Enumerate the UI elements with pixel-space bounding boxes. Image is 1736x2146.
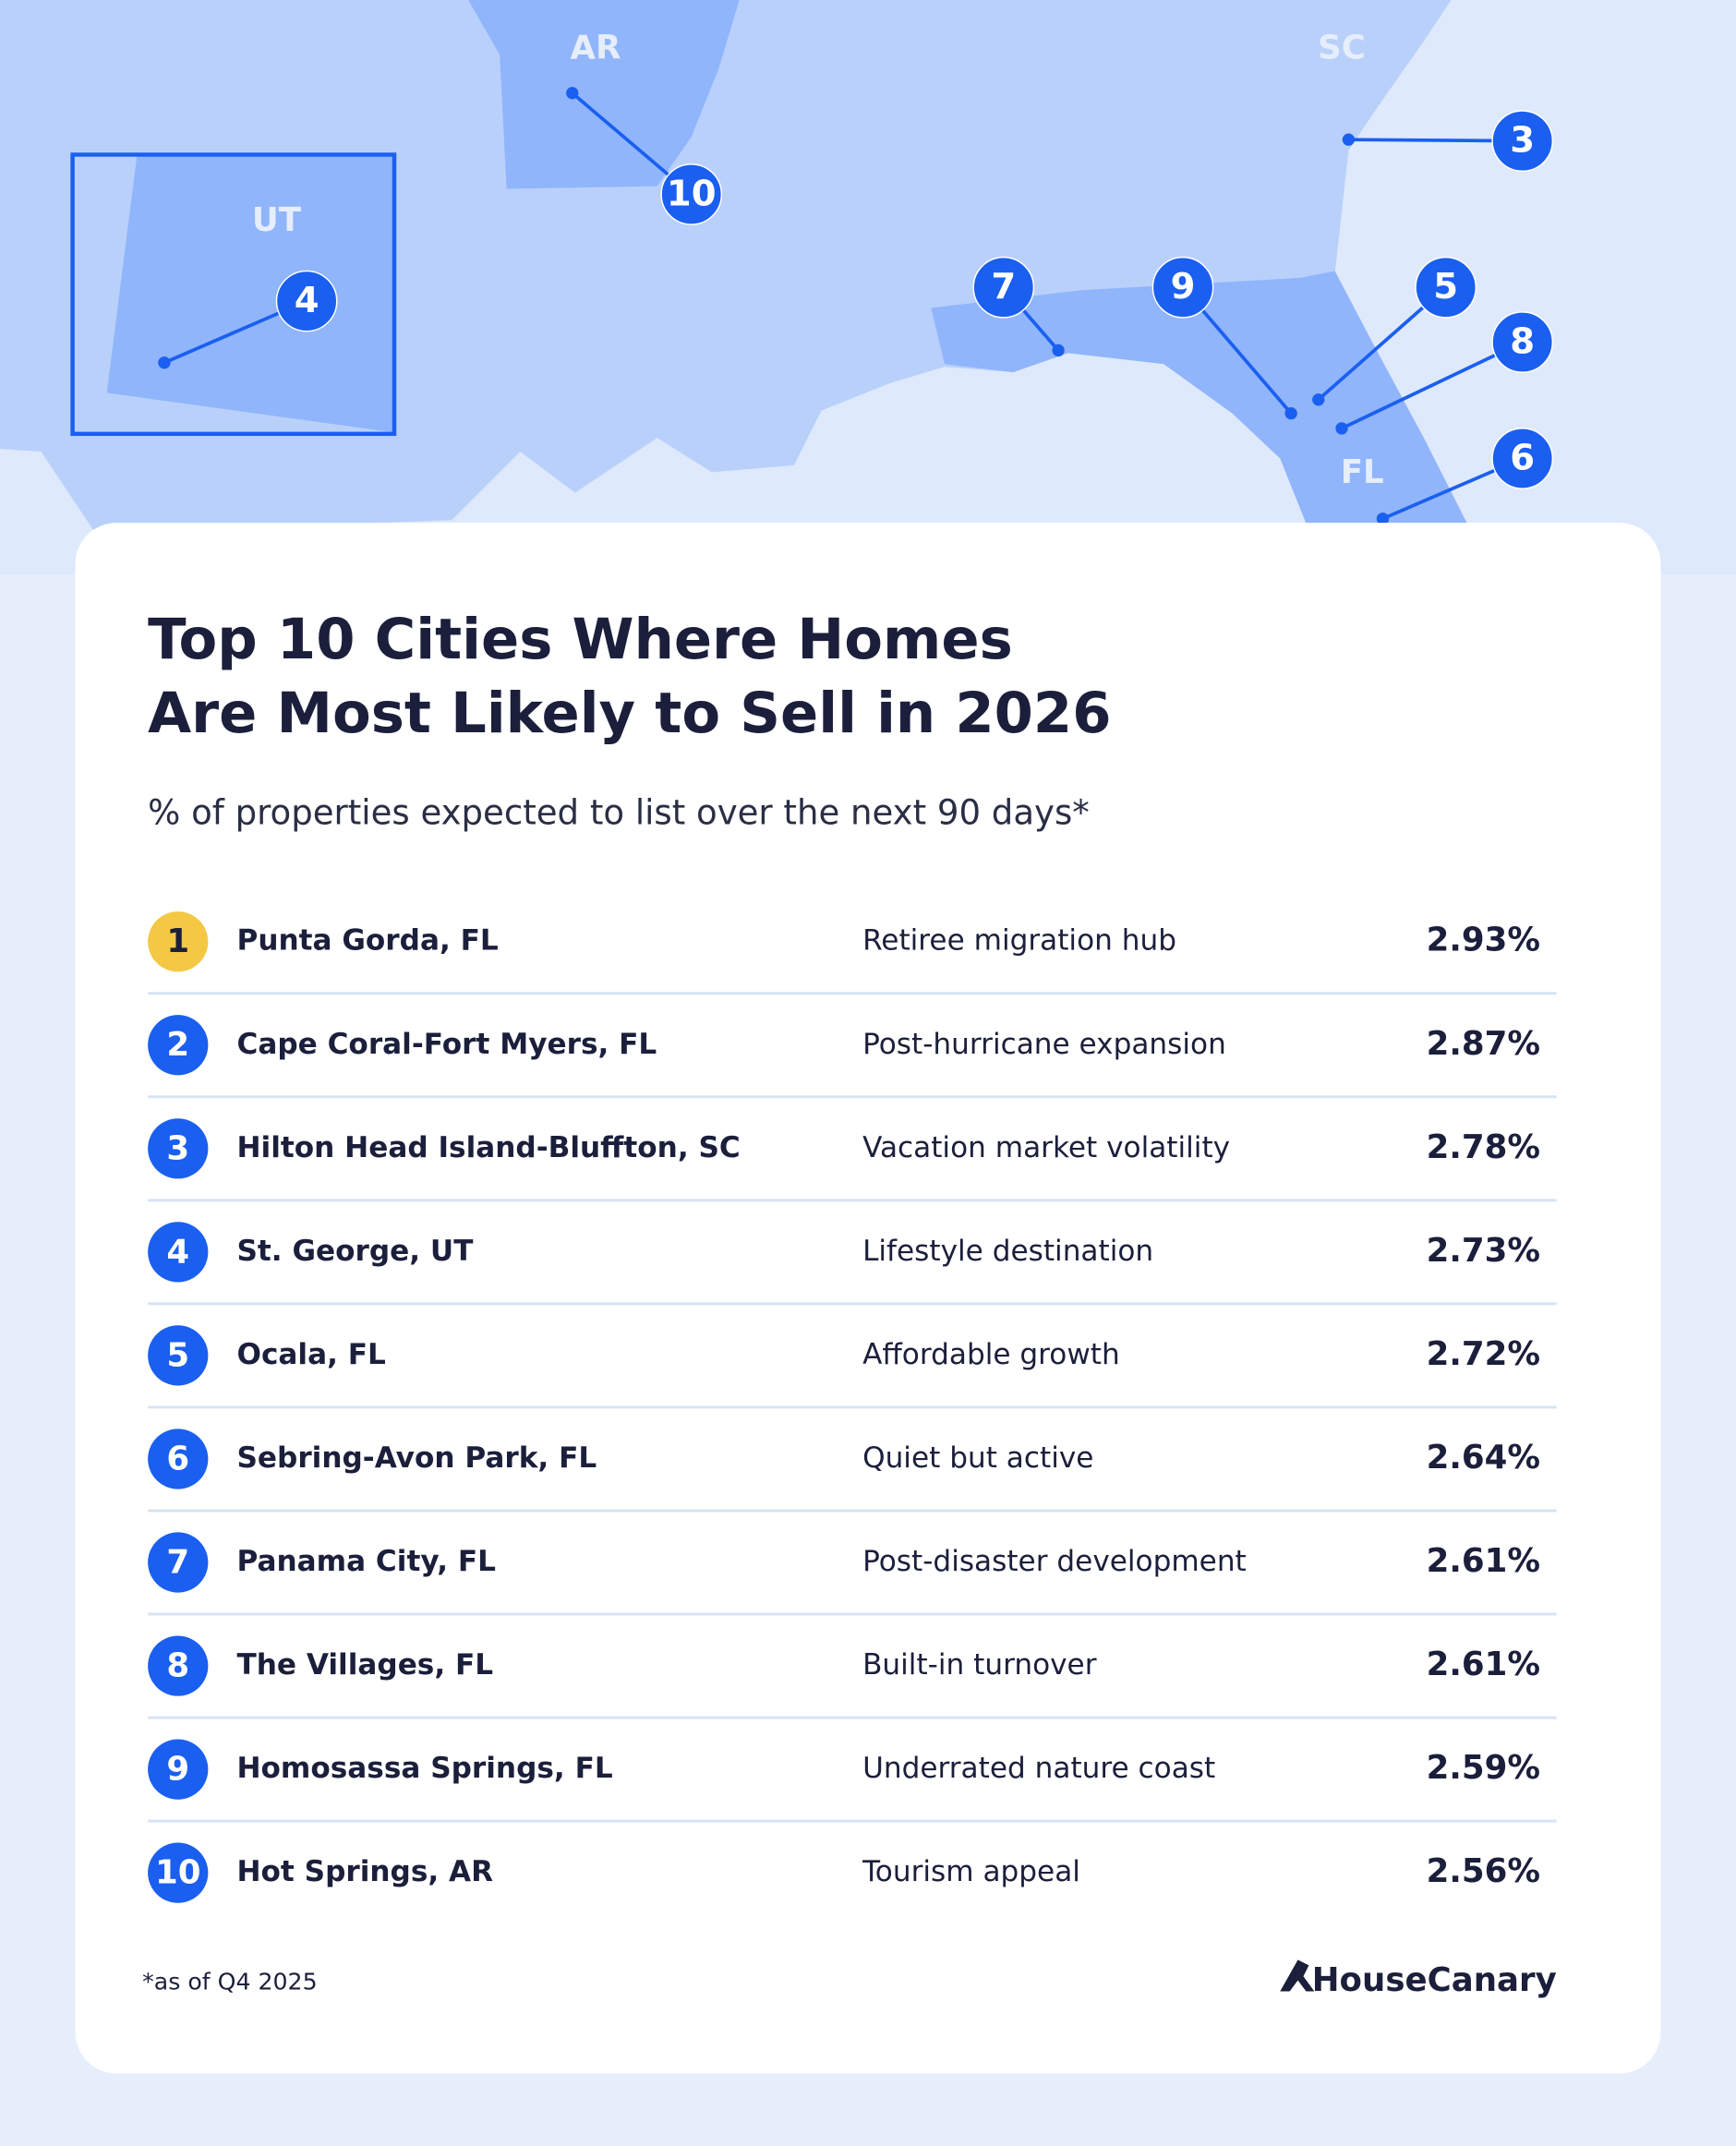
city: St. George, UT bbox=[236, 1235, 474, 1268]
rank: 6 bbox=[166, 1440, 189, 1477]
reason: Tourism appeal bbox=[862, 1855, 1080, 1888]
marker-label: 5 bbox=[1433, 266, 1458, 307]
marker-label: 6 bbox=[1510, 438, 1535, 479]
state-label: SC bbox=[1318, 29, 1366, 66]
state-label: AR bbox=[570, 29, 621, 66]
city: Sebring-Avon Park, FL bbox=[236, 1441, 597, 1475]
marker-label: 3 bbox=[1510, 120, 1535, 162]
city: Cape Coral-Fort Myers, FL bbox=[236, 1028, 657, 1061]
rank-badge bbox=[148, 1739, 209, 1800]
footnote: *as of Q4 2025 bbox=[142, 1969, 317, 1995]
rank-badge bbox=[148, 1222, 209, 1283]
title: Are Most Likely to Sell in 2026 bbox=[148, 681, 1111, 746]
marker-label: 10 bbox=[667, 173, 717, 214]
marker-dot bbox=[1052, 344, 1065, 357]
card bbox=[75, 523, 1661, 2074]
value: 2.73% bbox=[1427, 1232, 1540, 1270]
state-ar bbox=[468, 0, 740, 189]
rank-badge bbox=[148, 1532, 209, 1593]
marker-dot bbox=[158, 356, 171, 369]
rank: 9 bbox=[166, 1751, 189, 1789]
reason: Affordable growth bbox=[862, 1338, 1120, 1371]
reason: Quiet but active bbox=[862, 1441, 1093, 1475]
marker-dot bbox=[1312, 393, 1325, 406]
reason: Post-disaster development bbox=[862, 1545, 1247, 1578]
marker bbox=[1415, 256, 1477, 319]
state-label: UT bbox=[252, 201, 302, 239]
rank: 2 bbox=[166, 1026, 189, 1064]
state-ut bbox=[106, 155, 395, 433]
marker bbox=[1491, 311, 1554, 373]
marker-dot bbox=[566, 87, 579, 100]
rank: 10 bbox=[155, 1854, 201, 1892]
reason: Retiree migration hub bbox=[862, 924, 1176, 958]
city: Hilton Head Island-Bluffton, SC bbox=[236, 1131, 740, 1164]
marker-label: 8 bbox=[1510, 321, 1535, 363]
rank-badge bbox=[148, 1635, 209, 1696]
marker-label: 4 bbox=[295, 280, 319, 321]
reason: Vacation market volatility bbox=[862, 1131, 1230, 1164]
rank-badge bbox=[148, 1842, 209, 1903]
rank: 3 bbox=[166, 1129, 189, 1167]
value: 2.61% bbox=[1427, 1542, 1540, 1580]
city: Ocala, FL bbox=[236, 1338, 385, 1371]
city: The Villages, FL bbox=[236, 1648, 493, 1682]
brand-icon bbox=[1280, 1959, 1315, 1992]
marker-dot bbox=[1284, 406, 1297, 420]
subtitle: % of properties expected to list over th… bbox=[148, 792, 1090, 832]
value: 2.61% bbox=[1427, 1646, 1540, 1683]
marker bbox=[1491, 110, 1554, 173]
marker-dot bbox=[1342, 133, 1356, 146]
marker-dot bbox=[1335, 422, 1348, 435]
value: 2.64% bbox=[1427, 1439, 1540, 1477]
reason: Lifestyle destination bbox=[862, 1235, 1153, 1268]
value: 2.59% bbox=[1427, 1749, 1540, 1787]
rank: 5 bbox=[166, 1336, 189, 1374]
reason: Built-in turnover bbox=[862, 1648, 1097, 1682]
marker bbox=[660, 163, 723, 225]
title: Top 10 Cities Where Homes bbox=[148, 608, 1013, 672]
rank-badge bbox=[148, 1118, 209, 1179]
marker bbox=[275, 270, 338, 332]
inset-frame bbox=[70, 152, 397, 437]
rank: 4 bbox=[166, 1233, 189, 1271]
land-sc bbox=[1190, 0, 1452, 151]
rank: 8 bbox=[166, 1647, 189, 1685]
rank-badge bbox=[148, 1429, 209, 1489]
marker bbox=[972, 256, 1035, 319]
rank: 1 bbox=[166, 922, 189, 960]
value: 2.87% bbox=[1427, 1025, 1540, 1063]
rank: 7 bbox=[166, 1544, 189, 1582]
city: Homosassa Springs, FL bbox=[236, 1752, 612, 1785]
marker-dot bbox=[1376, 512, 1390, 525]
marker-label: 9 bbox=[1171, 266, 1196, 307]
city: Punta Gorda, FL bbox=[236, 924, 498, 958]
rank-badge bbox=[148, 1325, 209, 1386]
rank-badge bbox=[148, 911, 209, 972]
value: 2.93% bbox=[1427, 922, 1540, 959]
value: 2.78% bbox=[1427, 1128, 1540, 1166]
brand: HouseCanary bbox=[1312, 1961, 1557, 1999]
reason: Post-hurricane expansion bbox=[862, 1028, 1226, 1061]
value: 2.56% bbox=[1427, 1852, 1540, 1890]
rank-badge bbox=[148, 1015, 209, 1076]
reason: Underrated nature coast bbox=[862, 1752, 1215, 1785]
value: 2.72% bbox=[1427, 1335, 1540, 1373]
marker bbox=[1491, 428, 1554, 489]
state-label: FL bbox=[1341, 453, 1384, 491]
city: Hot Springs, AR bbox=[236, 1855, 493, 1888]
marker bbox=[1151, 256, 1214, 319]
city: Panama City, FL bbox=[236, 1545, 495, 1578]
marker-leader bbox=[1341, 340, 1524, 430]
marker-label: 7 bbox=[991, 266, 1016, 307]
